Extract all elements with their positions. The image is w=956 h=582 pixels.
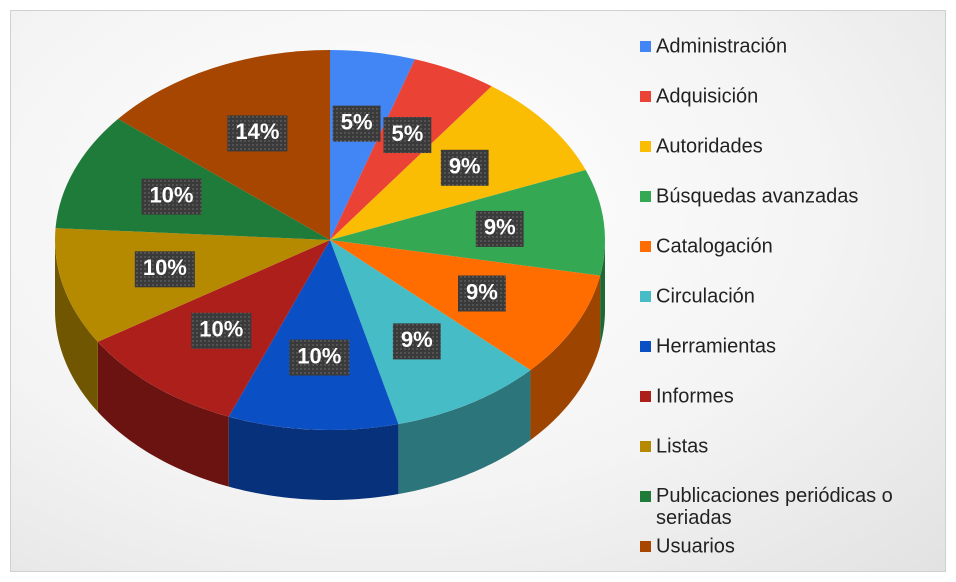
slice [330, 170, 605, 276]
data-label-text: 9% [466, 279, 498, 304]
data-label-text: 9% [484, 215, 516, 240]
legend-label: Listas [656, 435, 708, 457]
data-label: 10% [191, 312, 252, 349]
data-label-box [475, 210, 524, 247]
legend-swatch [640, 341, 651, 352]
legend-label: Administración [656, 35, 787, 57]
data-label: 9% [440, 149, 489, 186]
data-label: 10% [134, 251, 195, 288]
data-label-text: 10% [143, 255, 187, 280]
slice-side [228, 416, 399, 500]
legend-swatch [640, 441, 651, 452]
legend-line: seriadas [656, 507, 732, 529]
data-label-box [227, 115, 288, 152]
data-label: 5% [332, 105, 381, 142]
legend-label: Informes [656, 385, 734, 407]
data-label: 14% [227, 115, 288, 152]
data-label-box [440, 149, 489, 186]
data-label-text: 10% [199, 317, 243, 342]
slice-side [97, 341, 229, 487]
legend-swatch [640, 541, 651, 552]
data-label-box [191, 312, 252, 349]
legend-label: Catalogación [656, 235, 773, 257]
legend-label: Búsquedas avanzadas [656, 185, 858, 207]
data-label: 10% [289, 339, 350, 376]
data-label: 10% [141, 178, 202, 215]
data-label-text: 9% [401, 327, 433, 352]
data-label-text: 10% [149, 182, 193, 207]
legend-label: Usuarios [656, 535, 735, 557]
legend-swatch [640, 91, 651, 102]
legend-swatch [640, 291, 651, 302]
data-label-text: 14% [235, 119, 279, 144]
legend-swatch [640, 391, 651, 402]
data-label-box [332, 105, 381, 142]
legend-label: Circulación [656, 285, 755, 307]
slice [118, 49, 330, 240]
legend-label: Autoridades [656, 135, 763, 157]
data-label-box [383, 117, 432, 154]
slice [330, 50, 415, 240]
slice-side [55, 240, 98, 412]
data-label-text: 5% [392, 121, 424, 146]
slice-side [398, 370, 531, 495]
data-label: 5% [383, 117, 432, 154]
data-label-text: 10% [297, 343, 341, 368]
legend-swatch [640, 241, 651, 252]
legend-label: Adquisición [656, 85, 758, 107]
data-label-text: 5% [341, 109, 373, 134]
legend-swatch [640, 41, 651, 52]
data-label-box [289, 339, 350, 376]
legend-swatch [640, 191, 651, 202]
legend-line: Publicaciones periódicas o [656, 485, 893, 507]
slice [228, 240, 399, 430]
legend-label: Publicaciones periódicas o seriadas [656, 485, 893, 529]
slice-side [600, 240, 605, 346]
data-label: 9% [475, 210, 524, 247]
data-label-box [134, 251, 195, 288]
data-label-box [392, 323, 441, 360]
data-label: 9% [392, 323, 441, 360]
data-label-box [141, 178, 202, 215]
data-label-text: 9% [449, 154, 481, 179]
legend-label: Herramientas [656, 335, 776, 357]
data-label: 9% [458, 275, 506, 312]
slice-side [530, 275, 601, 441]
legend-swatch [640, 141, 651, 152]
legend-swatch [640, 491, 651, 502]
data-label-box [458, 275, 506, 312]
